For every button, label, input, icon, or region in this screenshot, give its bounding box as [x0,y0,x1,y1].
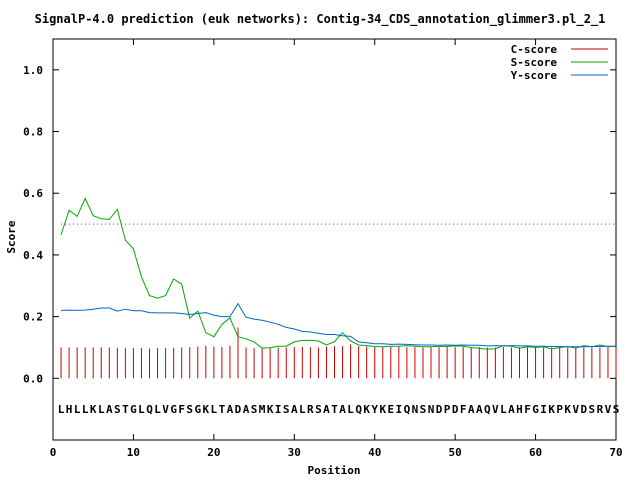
y-tick-label: 1.0 [23,64,43,77]
sequence-letter: D [452,403,459,416]
sequence-letter: I [396,403,403,416]
sequence-letter: F [460,403,467,416]
sequence-letter: R [597,403,604,416]
legend-label: Y-score [511,69,558,82]
sequence-letter: F [178,403,185,416]
y-tick-label: 0.4 [23,249,43,262]
sequence-letter: A [106,403,113,416]
s-score-line [60,197,617,350]
sequence-letter: L [154,403,161,416]
sequence-letter: A [243,403,250,416]
sequence-letter: V [162,403,169,416]
sequence-letter: L [299,403,306,416]
sequence-letter: V [605,403,612,416]
sequence-letter: L [98,403,105,416]
x-tick-label: 0 [50,446,57,459]
axis-ticks: 0 10 20 30 40 50 60 70 0.0 0.2 0.4 0.6 0.8 1.0 [23,39,623,459]
sequence-letter: L [347,403,354,416]
sequence-letter: D [436,403,443,416]
sequence-letter: K [363,403,370,416]
c-score-impulses [60,327,617,379]
sequence-letter: G [170,403,177,416]
sequence-letter: K [267,403,274,416]
sequence-letter: A [339,403,346,416]
sequence-letter: Q [355,403,362,416]
sequence-letter: S [315,403,322,416]
sequence-letter: P [444,403,451,416]
sequence-letter: L [211,403,218,416]
x-axis-label: Position [308,464,361,477]
sequence-letter: N [412,403,419,416]
sequence-letter: Q [404,403,411,416]
sequence-letter: S [283,403,290,416]
sequence-letter: L [74,403,81,416]
x-tick-label: 20 [207,446,220,459]
sequence-letter: D [581,403,588,416]
y-tick-label: 0.6 [23,187,43,200]
sequence-letter: A [476,403,483,416]
sequence-letter: R [307,403,314,416]
sequence-letter: K [90,403,97,416]
sequence-letter: T [219,403,226,416]
y-tick-label: 0.0 [23,372,43,385]
sequence-letter: P [556,403,563,416]
sequence-letter: K [203,403,210,416]
x-tick-label: 30 [288,446,301,459]
sequence-letter: A [468,403,475,416]
plot-frame [52,38,617,441]
sequence-letter: S [251,403,258,416]
y-tick-label: 0.8 [23,126,43,139]
sequence-letter: S [589,403,596,416]
x-tick-label: 60 [529,446,542,459]
sequence-letter: V [492,403,499,416]
sequence-letter: A [508,403,515,416]
sequence-letter: V [572,403,579,416]
x-tick-label: 50 [449,446,462,459]
sequence-letter: E [387,403,394,416]
x-tick-label: 40 [368,446,381,459]
sequence-letter: H [516,403,523,416]
legend-label: S-score [511,56,558,69]
x-tick-label: 70 [609,446,622,459]
sequence-letter: G [130,403,137,416]
sequence-letter: K [379,403,386,416]
sequence-letter: K [548,403,555,416]
sequence-letter: G [532,403,539,416]
sequence-letter: A [227,403,234,416]
sequence-letter: D [235,403,242,416]
sequence-letter: M [259,403,266,416]
chart-title: SignalP-4.0 prediction (euk networks): C… [35,12,606,27]
sequence-letter: L [82,403,89,416]
sequence-letter: S [186,403,193,416]
sequence-letter: L [500,403,507,416]
sequence-letter: T [122,403,129,416]
sequence-letter: Q [484,403,491,416]
sequence-letter: S [613,403,620,416]
sequence-letter: Q [146,403,153,416]
sequence-letter: H [66,403,73,416]
sequence-letter: S [420,403,427,416]
sequence-letter: G [194,403,201,416]
sequence-letter: S [114,403,121,416]
y-score-line [60,302,616,348]
y-axis-label: Score [5,220,18,253]
sequence-letter: F [524,403,531,416]
legend-label: C-score [511,43,558,56]
sequence-letter: T [331,403,338,416]
sequence-letter: I [540,403,547,416]
sequence-letter: Y [371,403,378,416]
sequence-letter: A [291,403,298,416]
sequence-letter: L [58,403,65,416]
score-lines [60,197,617,350]
x-tick-label: 10 [127,446,140,459]
sequence-letter: L [138,403,145,416]
sequence-letter: A [323,403,330,416]
y-tick-label: 0.2 [23,311,43,324]
sequence-letter: K [564,403,571,416]
sequence-letter: N [428,403,435,416]
sequence-letter: I [275,403,282,416]
